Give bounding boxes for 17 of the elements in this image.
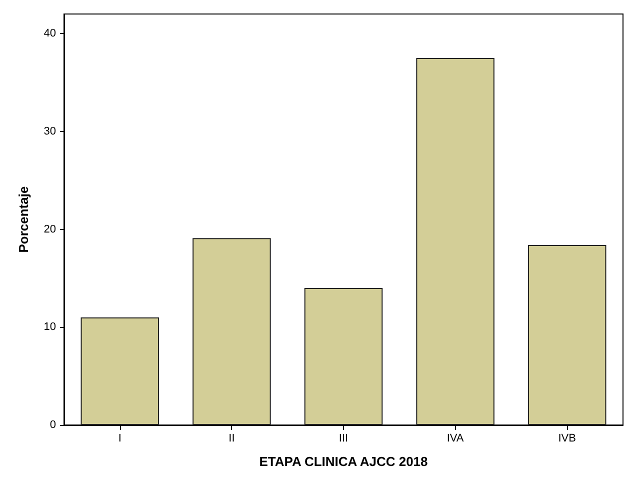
y-axis-title: Porcentaje (16, 186, 31, 253)
bar (416, 58, 494, 425)
bar (80, 317, 160, 425)
y-tick-label: 30 (44, 125, 56, 138)
bar (192, 238, 271, 425)
x-tick-label: III (338, 432, 348, 444)
bar (304, 288, 383, 425)
x-tick-label: IVB (558, 432, 576, 444)
bar (528, 244, 606, 425)
x-axis-title: ETAPA CLINICA AJCC 2018 (259, 454, 428, 469)
y-tick-label: 20 (44, 223, 56, 236)
y-tick-label: 0 (50, 419, 56, 431)
x-tick-label: IVA (446, 432, 464, 444)
y-tick-label: 40 (44, 28, 56, 40)
x-tick-label: II (228, 432, 235, 444)
x-tick-label: I (118, 432, 122, 444)
y-tick-label: 10 (44, 321, 56, 334)
